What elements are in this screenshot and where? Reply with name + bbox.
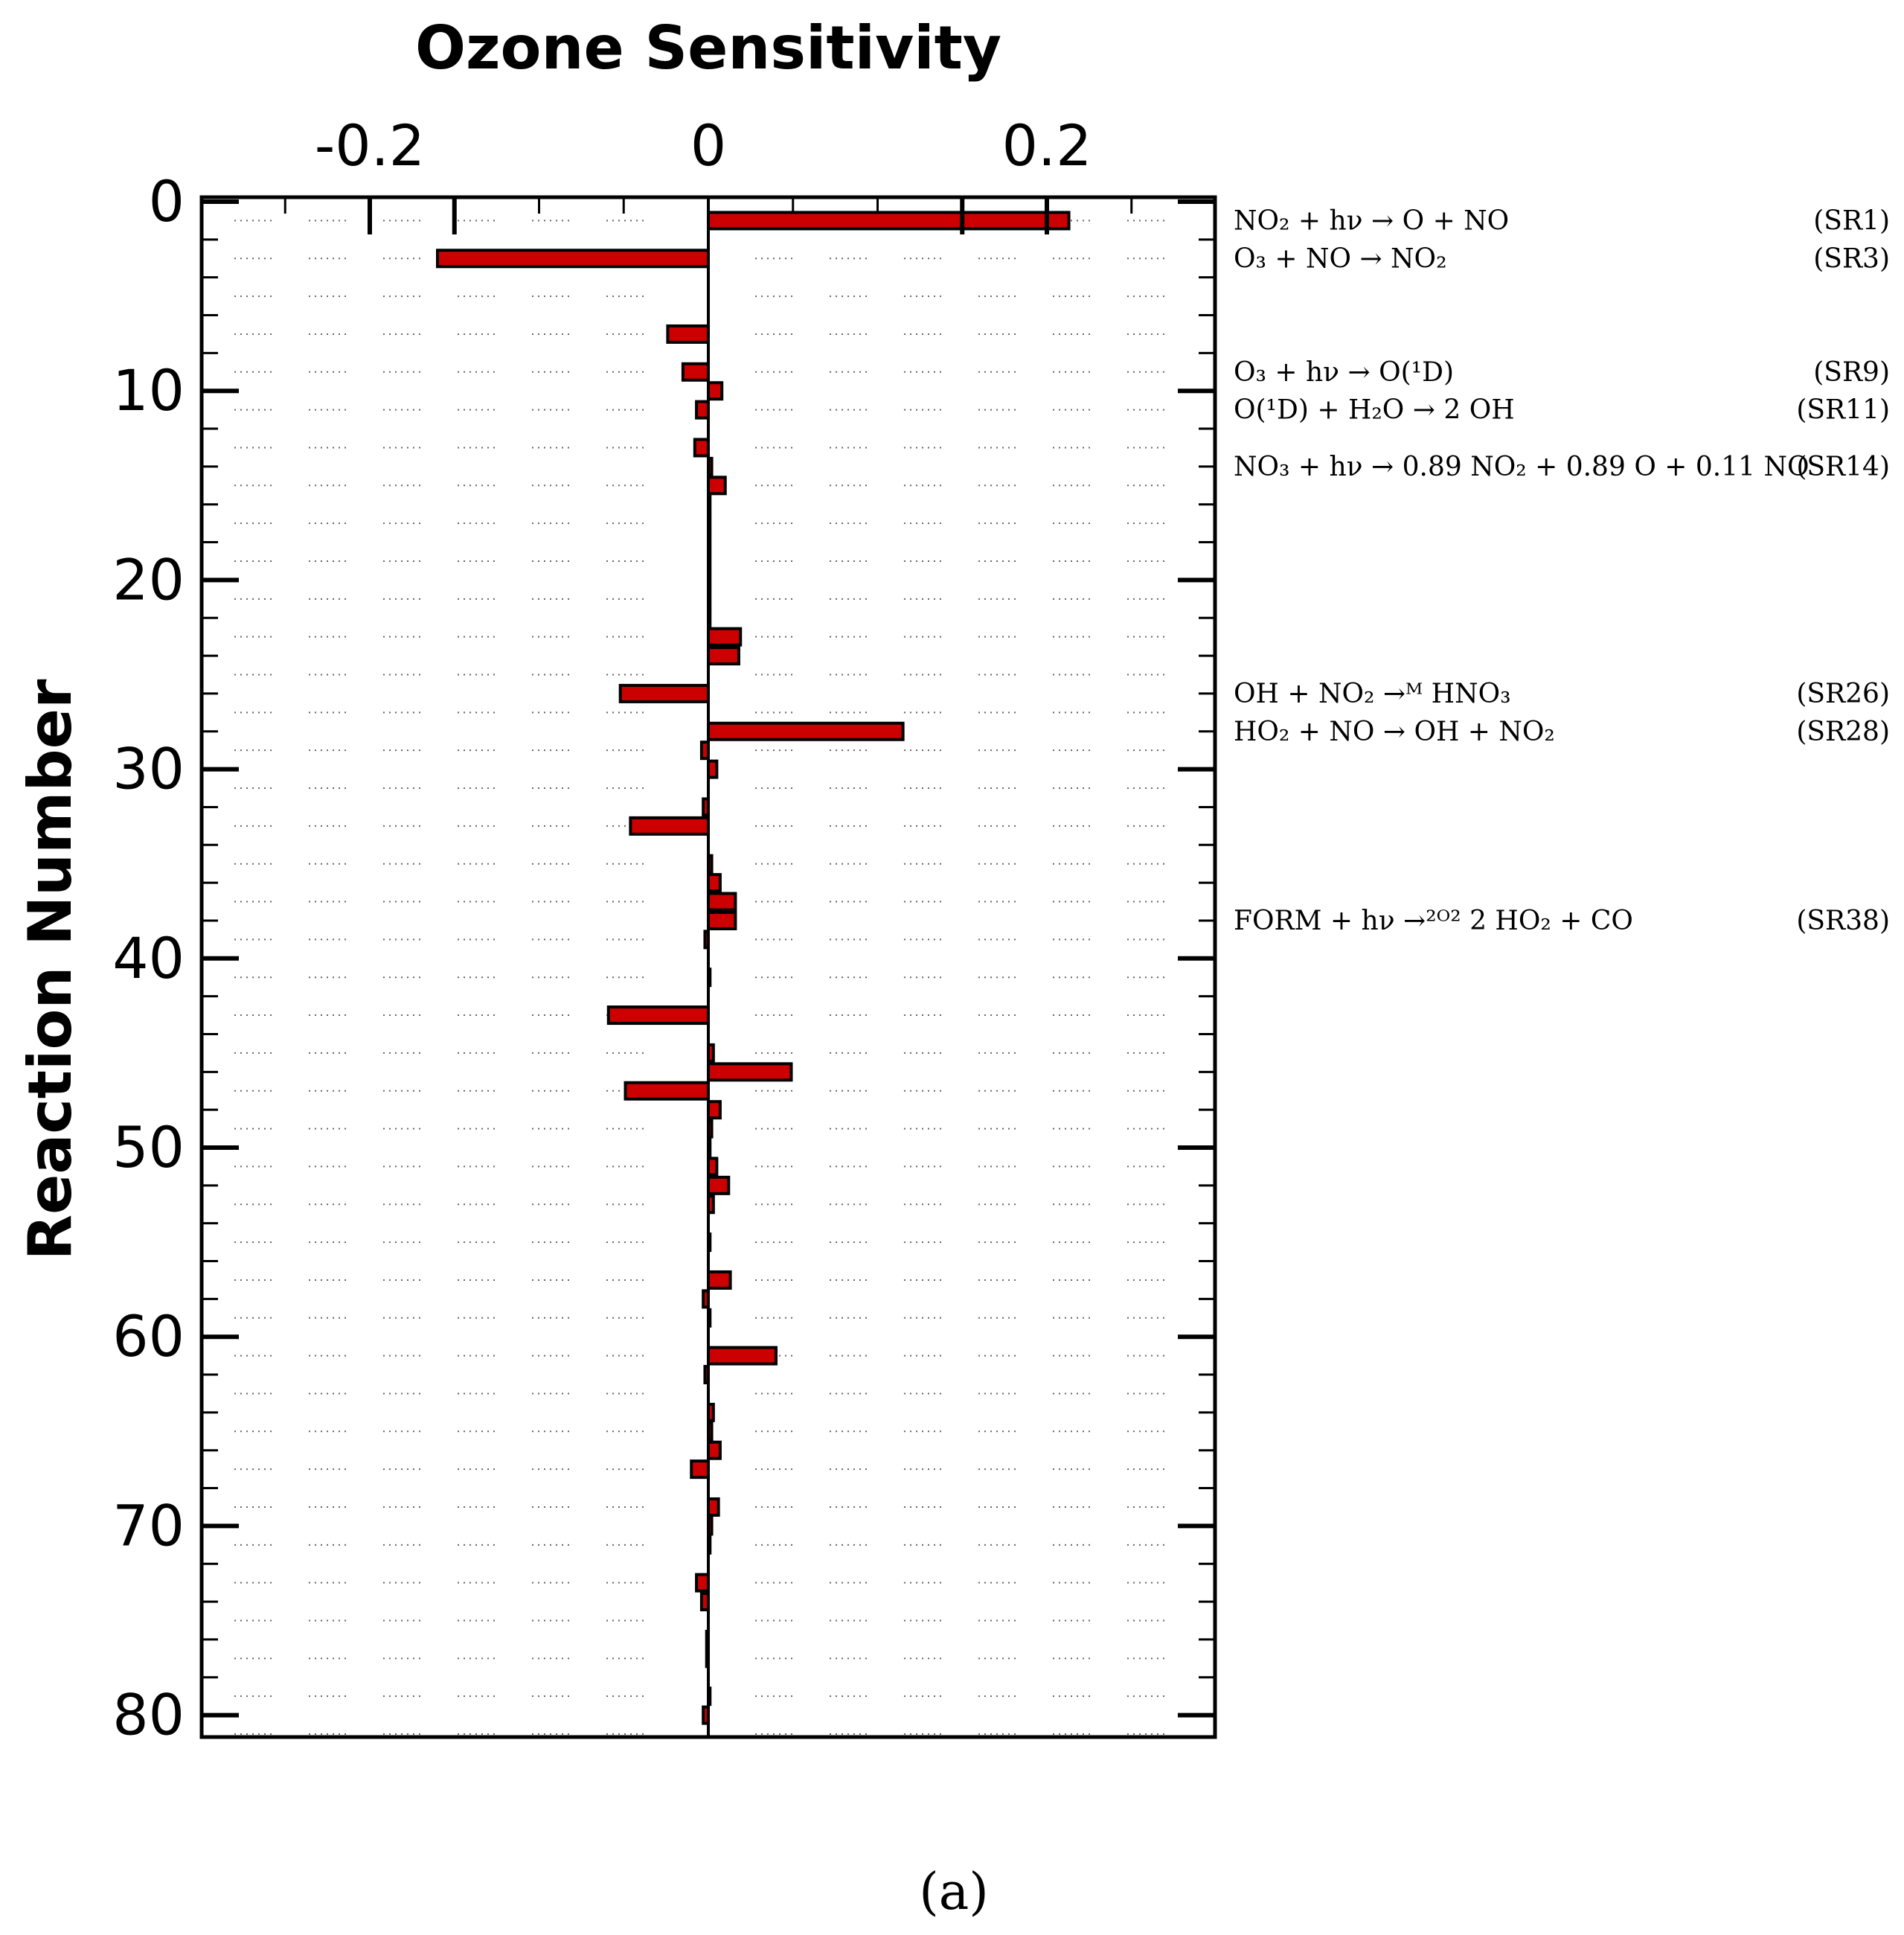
bar-reaction-28	[707, 721, 905, 741]
y-tick-label: 60	[112, 1303, 185, 1369]
bar-reaction-69	[707, 1497, 720, 1517]
bar-reaction-24	[707, 646, 740, 666]
annotation-label: (SR9)	[1813, 357, 1890, 388]
bar-reaction-52	[707, 1175, 731, 1195]
axis-ticks	[202, 197, 1215, 1718]
annotation-equation: NO₂ + hν → O + NO	[1234, 205, 1509, 236]
bar-reaction-1	[707, 211, 1071, 231]
annotation-label: (SR28)	[1796, 717, 1890, 747]
reaction-annotations: NO₂ + hν → O + NO (SR1) O₃ + NO → NO₂ (SR3)…	[1234, 205, 1890, 936]
annotation-equation: HO₂ + NO → OH + NO₂	[1234, 717, 1555, 747]
y-tick-labels: 0 10 20 30 40 50 60 70 80	[112, 168, 185, 1748]
bar-reaction-9	[681, 362, 710, 382]
y-tick-label: 20	[112, 546, 185, 613]
annotation-label: (SR14)	[1796, 452, 1890, 482]
gridlines	[234, 220, 1166, 1736]
bar-reaction-11	[695, 400, 711, 420]
bar-reaction-73	[695, 1573, 711, 1593]
bar-reaction-7	[666, 324, 711, 344]
bar-reaction-13	[693, 438, 710, 458]
y-tick-label: 80	[112, 1682, 185, 1748]
annotation-label: (SR26)	[1796, 679, 1890, 709]
y-tick-label: 70	[112, 1492, 185, 1558]
y-tick-label: 50	[112, 1114, 185, 1180]
figure-caption: (a)	[919, 1863, 989, 1922]
bar-reaction-61	[707, 1346, 778, 1366]
bar-reaction-23	[707, 627, 743, 647]
bar-reaction-46	[707, 1062, 793, 1082]
annotation-equation: O₃ + hν → O(¹D)	[1234, 357, 1454, 388]
chart-title: Ozone Sensitivity	[415, 13, 1001, 83]
bar-reaction-67	[690, 1459, 710, 1480]
bar-reaction-57	[707, 1270, 732, 1290]
x-tick-label: -0.2	[315, 112, 425, 179]
bar-reaction-3	[436, 249, 710, 269]
annotation-equation: O(¹D) + H₂O → 2 OH	[1234, 395, 1515, 426]
bar-reaction-66	[707, 1440, 722, 1460]
bar-reaction-43	[606, 1005, 711, 1026]
bar-reaction-37	[707, 892, 737, 912]
bar-reaction-36	[707, 873, 722, 893]
y-tick-label: 40	[112, 925, 185, 991]
annotation-label: (SR11)	[1796, 395, 1890, 426]
y-tick-label: 0	[149, 168, 185, 234]
annotation-equation: OH + NO₂ →ᴹ HNO₃	[1234, 679, 1511, 709]
annotation-label: (SR38)	[1796, 906, 1890, 936]
bar-reaction-47	[624, 1081, 711, 1101]
x-tick-label: 0	[690, 112, 726, 179]
x-tick-labels: -0.2 0 0.2	[315, 112, 1092, 179]
annotation-equation: FORM + hν →²ᴼ² 2 HO₂ + CO	[1234, 906, 1633, 936]
bar-reaction-38	[707, 910, 737, 930]
y-tick-label: 10	[112, 357, 185, 423]
y-tick-label: 30	[112, 736, 185, 802]
bar-reaction-10	[707, 381, 724, 401]
y-axis-label: Reaction Number	[16, 679, 85, 1260]
annotation-label: (SR3)	[1813, 243, 1890, 274]
x-tick-label: 0.2	[1002, 112, 1092, 179]
bar-reaction-48	[707, 1100, 722, 1120]
bar-reaction-33	[629, 816, 710, 836]
bar-reaction-26	[618, 683, 711, 703]
bar-reaction-15	[707, 476, 727, 496]
annotation-equation: NO₃ + hν → 0.89 NO₂ + 0.89 O + 0.11 NO	[1234, 452, 1810, 482]
annotation-label: (SR1)	[1813, 205, 1890, 236]
plot-frame	[199, 195, 1217, 1739]
annotation-equation: O₃ + NO → NO₂	[1234, 243, 1447, 274]
